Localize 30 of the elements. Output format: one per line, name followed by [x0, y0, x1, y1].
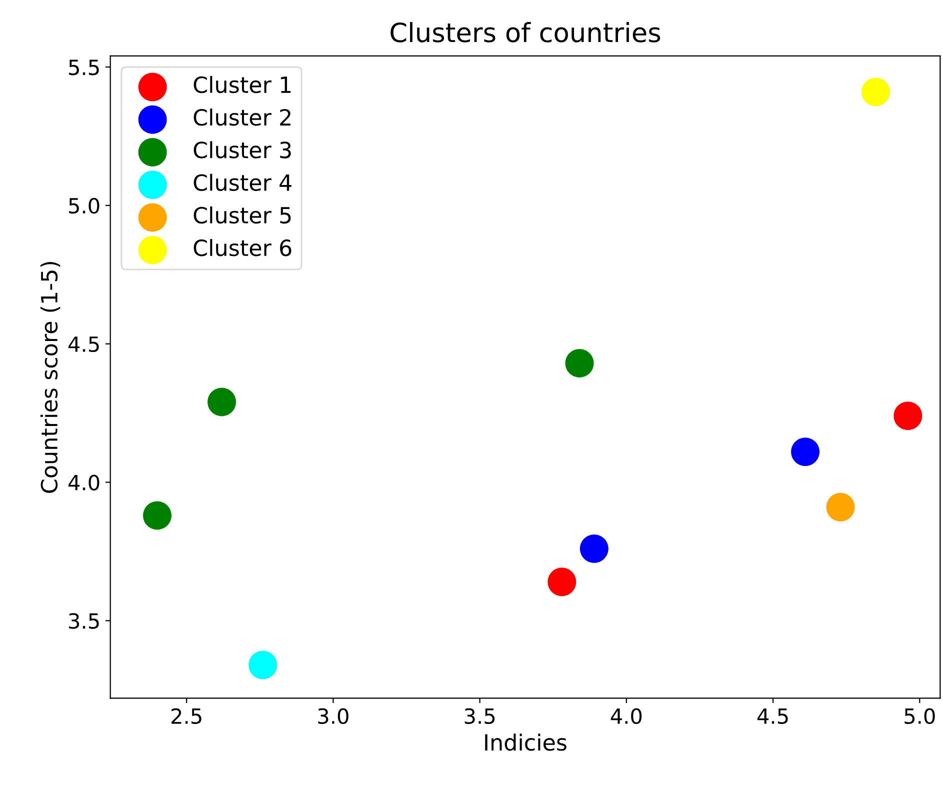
x-tick-label: 2.5 [172, 708, 202, 724]
point [143, 501, 172, 530]
y-tick-label: 5.5 [69, 60, 99, 76]
legend-label: Cluster 3 [194, 141, 291, 158]
legend-label: Cluster 4 [194, 174, 292, 192]
point [248, 650, 278, 680]
legend-label: Cluster 1 [194, 76, 291, 94]
point [894, 402, 922, 430]
y-tick-label: 5.0 [69, 198, 100, 214]
y-tick-label: 4.0 [68, 474, 100, 490]
point [791, 438, 820, 466]
y-axis-title: Countries score (1-5) [40, 262, 60, 493]
x-tick-label: 4.5 [757, 708, 788, 724]
point [861, 78, 890, 106]
x-tick-label: 3.0 [318, 708, 348, 724]
chart-title: Clusters of countries [390, 22, 660, 42]
y-tick-label: 3.5 [69, 613, 99, 629]
point [208, 388, 236, 416]
y-tick-label: 4.5 [68, 336, 99, 352]
legend-label: Cluster 5 [194, 206, 291, 224]
point [826, 492, 855, 522]
point [580, 534, 608, 563]
x-axis-title: Indicies [485, 734, 566, 751]
x-tick-label: 5.0 [904, 708, 935, 724]
legend-label: Cluster 2 [194, 108, 290, 126]
x-tick-label: 4.0 [610, 708, 642, 724]
legend-label: Cluster 6 [194, 239, 292, 256]
point [548, 568, 576, 596]
point [565, 348, 594, 378]
x-tick-label: 3.5 [464, 708, 495, 724]
